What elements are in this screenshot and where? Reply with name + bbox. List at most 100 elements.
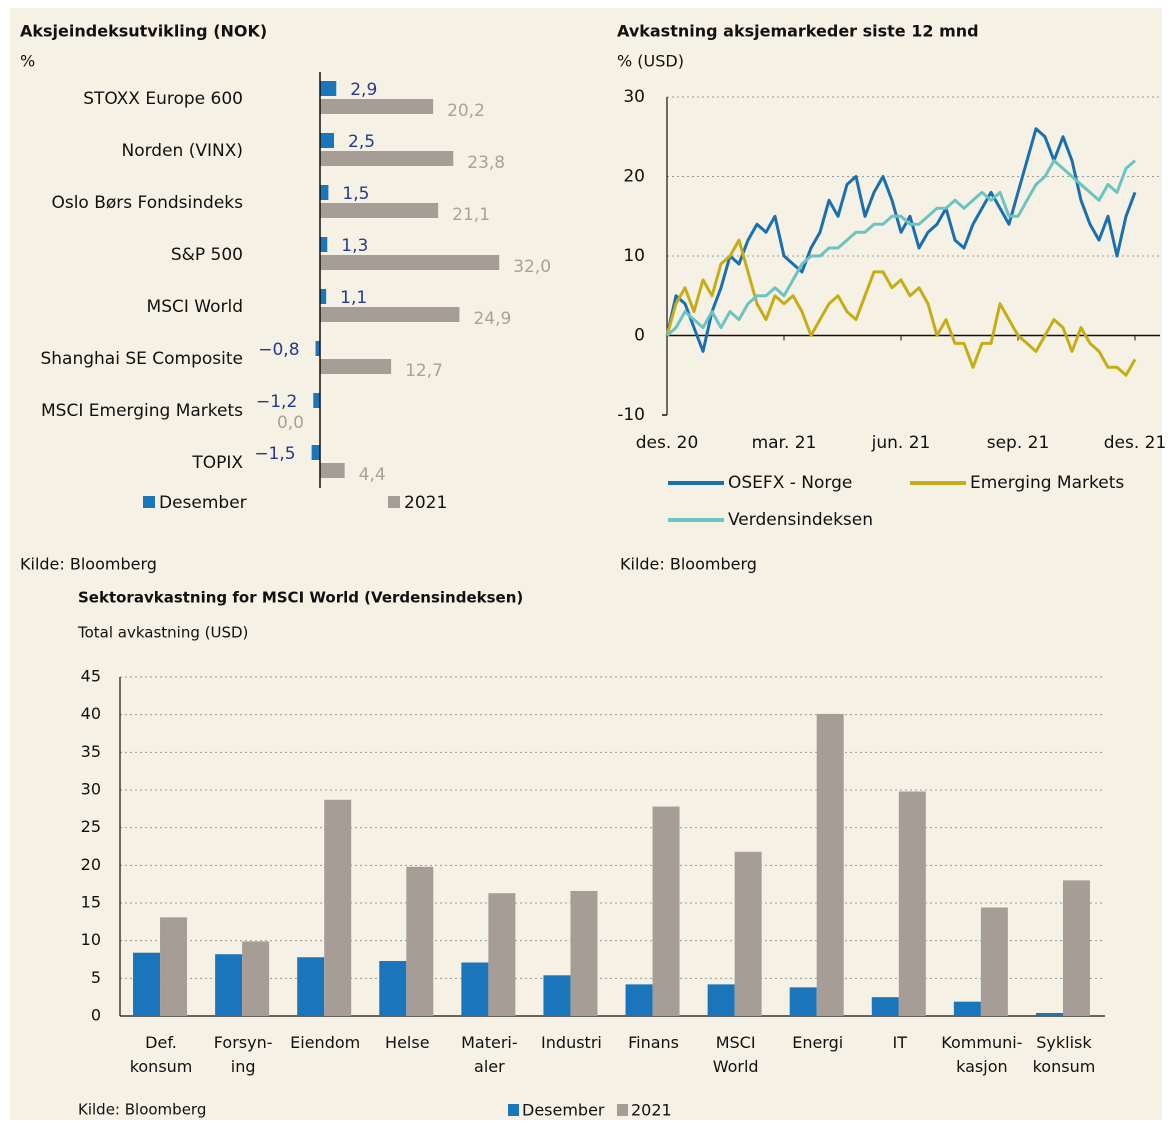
value-label: 0,0 bbox=[277, 413, 304, 433]
series-line bbox=[666, 159, 1136, 337]
category-label: S&P 500 bbox=[171, 245, 243, 265]
value-label: 12,7 bbox=[405, 361, 443, 381]
y-tick-label: 5 bbox=[91, 968, 101, 987]
bar bbox=[406, 866, 434, 1016]
bar bbox=[816, 713, 844, 1016]
x-tick-label: Finans bbox=[628, 1033, 679, 1052]
x-tick-label: MSCI World bbox=[712, 1033, 759, 1076]
value-label: −1,5 bbox=[254, 444, 295, 464]
source: Kilde: Bloomberg bbox=[20, 555, 157, 574]
bar bbox=[488, 893, 516, 1016]
bar bbox=[313, 393, 320, 408]
x-tick-label: jun. 21 bbox=[871, 433, 931, 453]
y-tick-label: 25 bbox=[81, 817, 101, 836]
value-label: 2,5 bbox=[348, 132, 375, 152]
category-label: MSCI Emerging Markets bbox=[41, 401, 243, 421]
value-label: 23,8 bbox=[467, 153, 505, 173]
legend-label: Desember bbox=[522, 1101, 605, 1120]
bar bbox=[320, 99, 434, 114]
legend-label: Verdensindeksen bbox=[728, 510, 873, 530]
legend-label: Desember bbox=[159, 493, 247, 513]
legend-swatch bbox=[143, 496, 155, 508]
y-tick-label: 30 bbox=[623, 87, 645, 107]
value-label: 1,1 bbox=[340, 288, 367, 308]
bar bbox=[898, 791, 926, 1016]
bar bbox=[1035, 1012, 1063, 1016]
x-tick-label: Energi bbox=[792, 1033, 844, 1052]
bar bbox=[320, 237, 328, 252]
category-label: STOXX Europe 600 bbox=[83, 89, 243, 109]
value-label: −1,2 bbox=[256, 392, 297, 412]
x-tick-label: Forsyn- ing bbox=[213, 1033, 273, 1076]
value-label: 2,9 bbox=[350, 80, 377, 100]
bar bbox=[320, 359, 392, 374]
x-tick-label: Industri bbox=[541, 1033, 602, 1052]
value-label: 4,4 bbox=[359, 465, 386, 485]
bar bbox=[311, 445, 320, 460]
y-tick-label: 10 bbox=[623, 246, 645, 266]
x-tick-label: mar. 21 bbox=[752, 433, 817, 453]
bar bbox=[652, 806, 680, 1016]
y-tick-label: 45 bbox=[81, 667, 101, 686]
x-tick-label: Helse bbox=[385, 1033, 430, 1052]
y-tick-label: 35 bbox=[81, 742, 101, 761]
unit-label: Total avkastning (USD) bbox=[77, 624, 248, 642]
bar bbox=[625, 984, 653, 1016]
x-tick-label: Eiendom bbox=[290, 1033, 361, 1052]
bar bbox=[320, 255, 500, 270]
bar bbox=[734, 851, 762, 1016]
bar bbox=[570, 890, 598, 1016]
bar bbox=[1062, 880, 1090, 1016]
bar bbox=[980, 907, 1008, 1016]
x-tick-label: sep. 21 bbox=[987, 433, 1050, 453]
y-tick-label: -10 bbox=[617, 405, 645, 425]
value-label: 1,5 bbox=[342, 184, 369, 204]
y-tick-label: 15 bbox=[81, 893, 101, 912]
bar bbox=[953, 1001, 981, 1016]
bar bbox=[543, 975, 571, 1016]
legend-label: 2021 bbox=[404, 493, 447, 513]
category-label: Shanghai SE Composite bbox=[40, 349, 243, 369]
y-tick-label: 40 bbox=[81, 704, 101, 723]
chart-title: Avkastning aksjemarkeder siste 12 mnd bbox=[617, 22, 979, 41]
bar bbox=[320, 81, 337, 96]
value-label: 32,0 bbox=[513, 257, 551, 277]
legend-label: OSEFX - Norge bbox=[728, 473, 852, 493]
bar bbox=[461, 962, 489, 1016]
bar bbox=[320, 185, 329, 200]
bar bbox=[707, 984, 735, 1016]
bar bbox=[320, 307, 460, 322]
value-label: 24,9 bbox=[473, 309, 511, 329]
x-tick-label: IT bbox=[892, 1033, 908, 1052]
legend-label: 2021 bbox=[631, 1101, 672, 1120]
y-tick-label: 10 bbox=[81, 930, 101, 949]
bar bbox=[242, 941, 270, 1016]
bar bbox=[871, 997, 899, 1016]
value-label: 21,1 bbox=[452, 205, 490, 225]
unit-label: % bbox=[20, 52, 35, 71]
bar bbox=[160, 917, 188, 1016]
x-tick-label: des. 20 bbox=[636, 433, 699, 453]
bar bbox=[315, 341, 320, 356]
bar bbox=[320, 203, 439, 218]
value-label: −0,8 bbox=[258, 340, 299, 360]
series-line bbox=[665, 127, 1137, 353]
category-label: Norden (VINX) bbox=[121, 141, 243, 161]
source: Kilde: Bloomberg bbox=[78, 1101, 206, 1119]
y-tick-label: 0 bbox=[91, 1006, 101, 1025]
chart-title: Aksjeindeksutvikling (NOK) bbox=[20, 22, 267, 41]
bar bbox=[320, 151, 454, 166]
y-tick-label: 30 bbox=[81, 780, 101, 799]
source: Kilde: Bloomberg bbox=[620, 555, 757, 574]
x-tick-label: Materi- aler bbox=[461, 1033, 518, 1076]
legend-swatch bbox=[508, 1104, 519, 1116]
bar bbox=[320, 289, 327, 304]
x-tick-label: Syklisk konsum bbox=[1032, 1033, 1096, 1076]
bar bbox=[297, 957, 325, 1016]
bar bbox=[133, 952, 161, 1016]
category-label: MSCI World bbox=[147, 297, 243, 317]
y-tick-label: 0 bbox=[634, 326, 645, 346]
bar bbox=[379, 961, 407, 1016]
